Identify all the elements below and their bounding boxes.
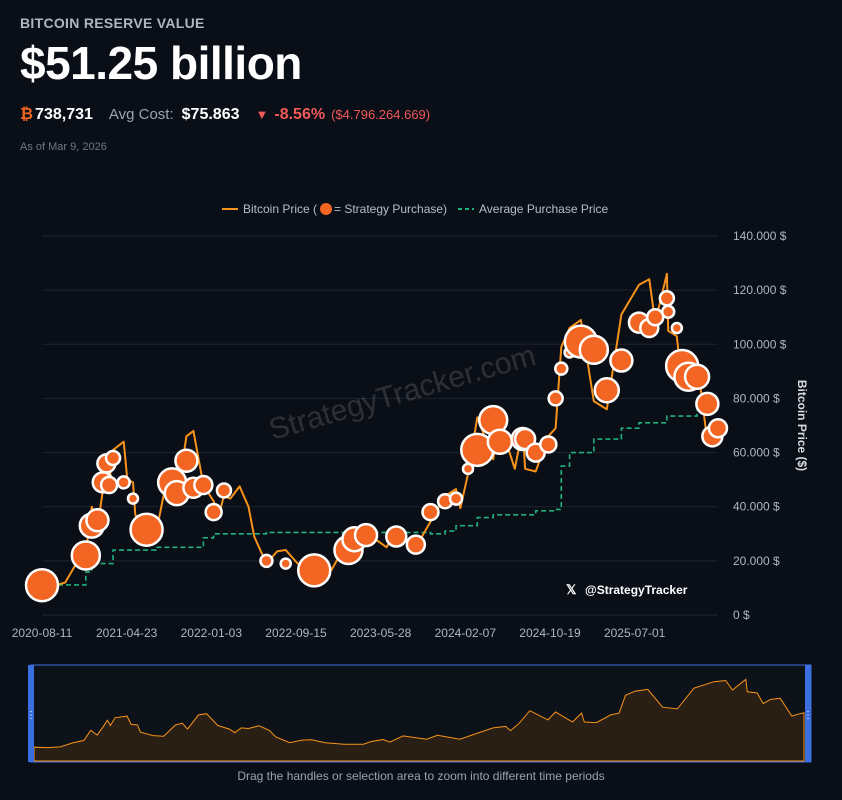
y-tick-label: 120.000 $ [733,283,787,297]
avg-purchase-line [42,409,719,586]
purchase-marker [554,361,569,376]
purchase-marker [421,502,440,522]
holdings-stats: ₿ 738,731 Avg Cost: $75.863 ▼ -8.56% ($4… [20,106,430,124]
x-tick-label: 2024-02-07 [435,626,497,640]
reserve-eyebrow: BITCOIN RESERVE VALUE [20,15,205,31]
purchase-marker [204,502,223,522]
y-axis-label: Bitcoin Price ($) [795,380,809,471]
purchase-marker [259,553,274,569]
purchase-marker [609,348,634,373]
twitter-handle: @StrategyTracker [585,583,688,597]
range-handle-left[interactable] [28,665,34,762]
grip-icon: ⋮ [803,710,813,721]
purchase-marker [24,567,60,603]
x-tick-label: 2022-01-03 [181,626,243,640]
x-tick-label: 2024-10-19 [519,626,581,640]
zoom-hint: Drag the handles or selection area to zo… [237,769,605,783]
purchase-marker [353,522,379,548]
x-tick-label: 2025-07-01 [604,626,666,640]
purchase-marker [70,540,102,571]
reserve-value: $51.25 billion [20,37,302,89]
y-tick-label: 100.000 $ [733,337,787,351]
grip-icon: ⋮ [26,710,36,721]
purchase-marker [99,475,119,495]
purchase-marker [578,334,610,365]
legend-avg-label: Average Purchase Price [479,202,609,216]
purchase-marker [215,482,233,499]
purchase-marker [104,449,122,467]
purchase-marker [279,557,292,570]
change-usd: ($4.796.264.669) [331,107,431,122]
purchase-marker [129,512,164,547]
x-logo-icon: 𝕏 [566,582,577,597]
purchase-marker [85,508,110,533]
y-tick-label: 0 $ [733,608,750,622]
legend-price-label: Bitcoin Price ( [243,202,317,216]
purchase-marker [593,377,621,404]
x-tick-label: 2020-08-11 [12,626,73,640]
purchase-marker [486,428,514,455]
as-of-date: As of Mar 9, 2026 [20,141,107,153]
purchase-marker [385,525,408,548]
purchase-marker [658,290,676,307]
purchase-marker [297,553,332,588]
bitcoin-icon: ₿ [20,106,34,123]
range-handle-right[interactable] [805,665,811,762]
purchase-marker [116,475,131,490]
purchase-marker [683,363,711,391]
btc-holdings: 738,731 [35,106,93,123]
x-tick-label: 2023-05-28 [350,626,412,640]
purchase-marker [695,391,720,417]
purchase-marker [126,492,140,505]
x-tick-label: 2021-04-23 [96,626,158,640]
y-tick-label: 40.000 $ [733,500,780,514]
y-tick-label: 20.000 $ [733,554,780,568]
purchase-marker [405,534,427,555]
x-tick-label: 2022-09-15 [265,626,327,640]
change-percent: -8.56% [274,106,326,123]
purchase-marker [539,435,558,454]
avg-cost-value: $75.863 [181,106,240,123]
purchase-marker [707,417,729,439]
avg-cost-label: Avg Cost: [108,106,174,123]
purchase-marker [193,474,214,496]
navigator-area [33,678,805,762]
purchase-marker [448,491,464,506]
legend-purchase-swatch [320,203,332,215]
down-arrow-icon: ▼ [255,107,269,122]
purchase-marker [660,304,676,320]
purchase-marker [645,307,665,327]
y-tick-label: 80.000 $ [733,391,780,405]
purchase-marker [547,390,564,407]
purchase-marker [670,321,684,335]
bitcoin-price-chart: Bitcoin Price ( = Strategy Purchase) Aver… [12,202,813,763]
purchase-marker [174,448,199,473]
y-tick-label: 60.000 $ [733,446,780,460]
y-tick-label: 140.000 $ [733,229,787,243]
legend-purchase-label: = Strategy Purchase) [334,202,447,216]
